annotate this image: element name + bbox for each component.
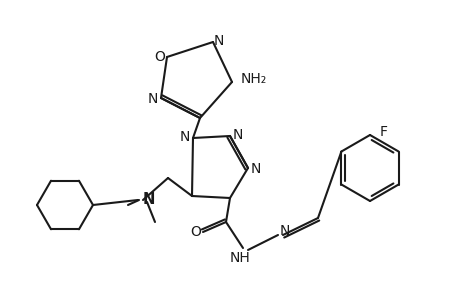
Text: F: F <box>379 125 387 139</box>
Text: N: N <box>279 224 290 238</box>
Text: N: N <box>147 92 158 106</box>
Text: O: O <box>154 50 165 64</box>
Text: N: N <box>232 128 243 142</box>
Text: NH₂: NH₂ <box>241 72 267 86</box>
Text: N: N <box>142 193 155 208</box>
Text: O: O <box>190 225 201 239</box>
Text: N: N <box>250 162 261 176</box>
Text: N: N <box>213 34 224 48</box>
Text: N: N <box>179 130 190 144</box>
Text: NH: NH <box>229 251 250 265</box>
